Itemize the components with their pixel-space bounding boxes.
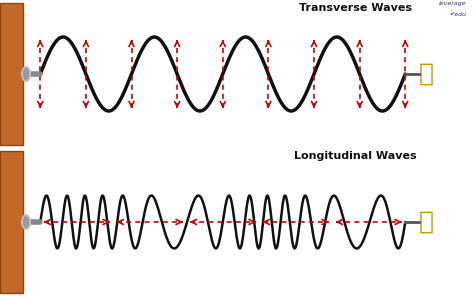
Text: ✊: ✊ — [419, 210, 434, 234]
Ellipse shape — [24, 217, 28, 227]
Bar — [0, 151, 23, 293]
Ellipse shape — [22, 67, 30, 81]
Text: leverage: leverage — [439, 1, 467, 6]
Text: ✔edu: ✔edu — [450, 12, 467, 17]
Text: Longitudinal Waves: Longitudinal Waves — [294, 151, 417, 161]
Bar — [0, 3, 23, 145]
Ellipse shape — [22, 215, 30, 229]
Text: ✊: ✊ — [419, 62, 434, 86]
Text: Transverse Waves: Transverse Waves — [299, 3, 412, 13]
Ellipse shape — [24, 69, 28, 79]
